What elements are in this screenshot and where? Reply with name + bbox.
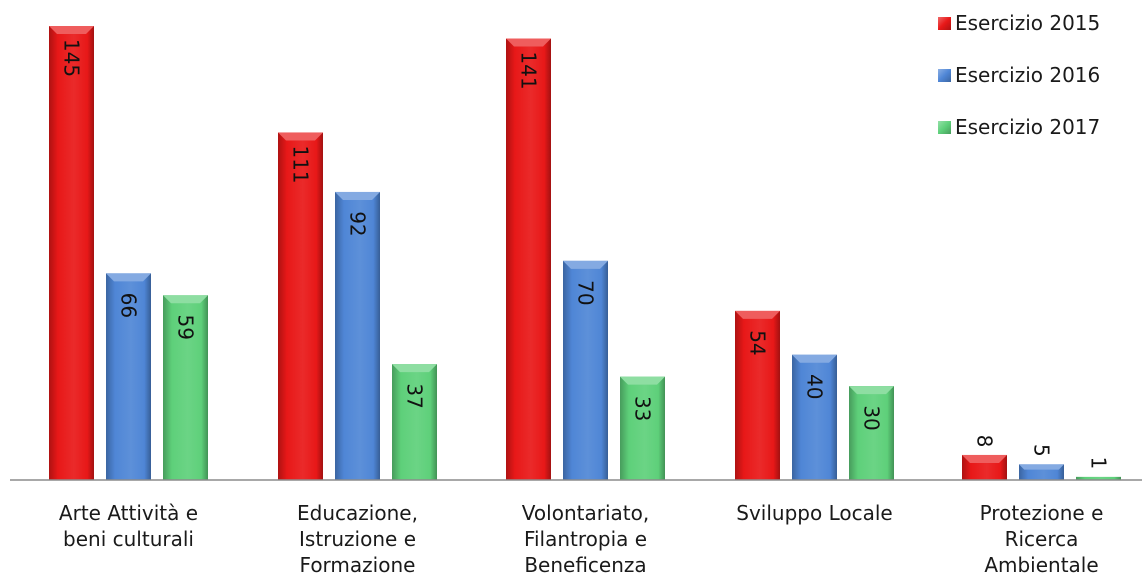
- bar-3-series-1: [506, 38, 551, 480]
- bar-bevel-top: [563, 260, 608, 269]
- legend-swatch: [938, 120, 951, 134]
- data-label: 8: [973, 435, 997, 448]
- bar-bevel-top: [506, 38, 551, 47]
- chart-legend: Esercizio 2015 Esercizio 2016 Esercizio 20…: [938, 10, 1100, 166]
- legend-item: Esercizio 2015: [938, 10, 1100, 36]
- bar-bevel-top: [335, 191, 380, 200]
- bar-bevel-top: [962, 454, 1007, 463]
- bar-bevel-top: [392, 364, 437, 373]
- legend-label: Esercizio 2015: [955, 11, 1101, 35]
- bar-body: [792, 354, 837, 480]
- data-label: 54: [746, 330, 770, 355]
- data-label: 30: [860, 405, 884, 430]
- bar-bevel-top: [620, 376, 665, 385]
- category-label: Educazione, Istruzione e Formazione: [297, 501, 418, 577]
- bar-3-series-3: [620, 376, 665, 480]
- bar-body: [735, 310, 780, 480]
- bar-4-series-1: [735, 310, 780, 480]
- bar-body: [563, 260, 608, 480]
- data-label: 5: [1030, 444, 1054, 457]
- bar-body: [163, 295, 208, 480]
- bar-bevel-top: [278, 132, 323, 141]
- bar-bevel-top: [163, 295, 208, 304]
- data-label: 66: [117, 293, 141, 318]
- bar-4-series-2: [792, 354, 837, 480]
- data-label: 59: [174, 315, 198, 340]
- bar-2-series-1: [278, 132, 323, 480]
- bar-bevel-top: [849, 386, 894, 395]
- bar-body: [1076, 476, 1121, 480]
- legend-swatch: [938, 68, 951, 82]
- data-label: 40: [803, 374, 827, 399]
- legend-swatch: [938, 16, 951, 30]
- data-label: 33: [631, 396, 655, 421]
- bar-1-series-3: [163, 295, 208, 480]
- data-label: 92: [346, 211, 370, 236]
- category-label: Protezione e Ricerca Ambientale: [980, 501, 1104, 577]
- bar-body: [506, 38, 551, 480]
- legend-label: Esercizio 2016: [955, 63, 1101, 87]
- category-label: Sviluppo Locale: [736, 501, 892, 525]
- data-label: 141: [517, 51, 541, 89]
- bar-bevel-top: [49, 26, 94, 34]
- legend-item: Esercizio 2017: [938, 114, 1100, 140]
- category-label: Volontariato, Filantropia e Beneficenza: [522, 501, 649, 577]
- bar-5-series-2: [1019, 464, 1064, 480]
- bar-bevel-top: [1019, 464, 1064, 470]
- bar-2-series-2: [335, 191, 380, 480]
- bar-body: [278, 132, 323, 480]
- bar-2-series-3: [392, 364, 437, 480]
- category-label: Arte Attività e beni culturali: [59, 501, 198, 551]
- bar-4-series-3: [849, 386, 894, 480]
- bar-body: [392, 364, 437, 480]
- data-label: 111: [289, 145, 313, 183]
- data-label: 70: [574, 280, 598, 305]
- bar-bevel-top: [106, 273, 151, 282]
- legend-label: Esercizio 2017: [955, 115, 1101, 139]
- bar-body: [49, 26, 94, 480]
- bar-body: [849, 386, 894, 480]
- bar-body: [620, 376, 665, 480]
- data-label: 1: [1087, 457, 1111, 470]
- legend-item: Esercizio 2016: [938, 62, 1100, 88]
- bar-bevel-top: [735, 310, 780, 319]
- bar-body: [106, 273, 151, 480]
- bar-bevel-top: [792, 354, 837, 363]
- bar-1-series-2: [106, 273, 151, 480]
- bar-5-series-3: [1076, 476, 1121, 480]
- bar-1-series-1: [49, 26, 94, 480]
- bar-body: [335, 191, 380, 480]
- data-label: 37: [403, 383, 427, 408]
- bar-3-series-2: [563, 260, 608, 480]
- bar-5-series-1: [962, 454, 1007, 480]
- data-label: 145: [60, 39, 84, 77]
